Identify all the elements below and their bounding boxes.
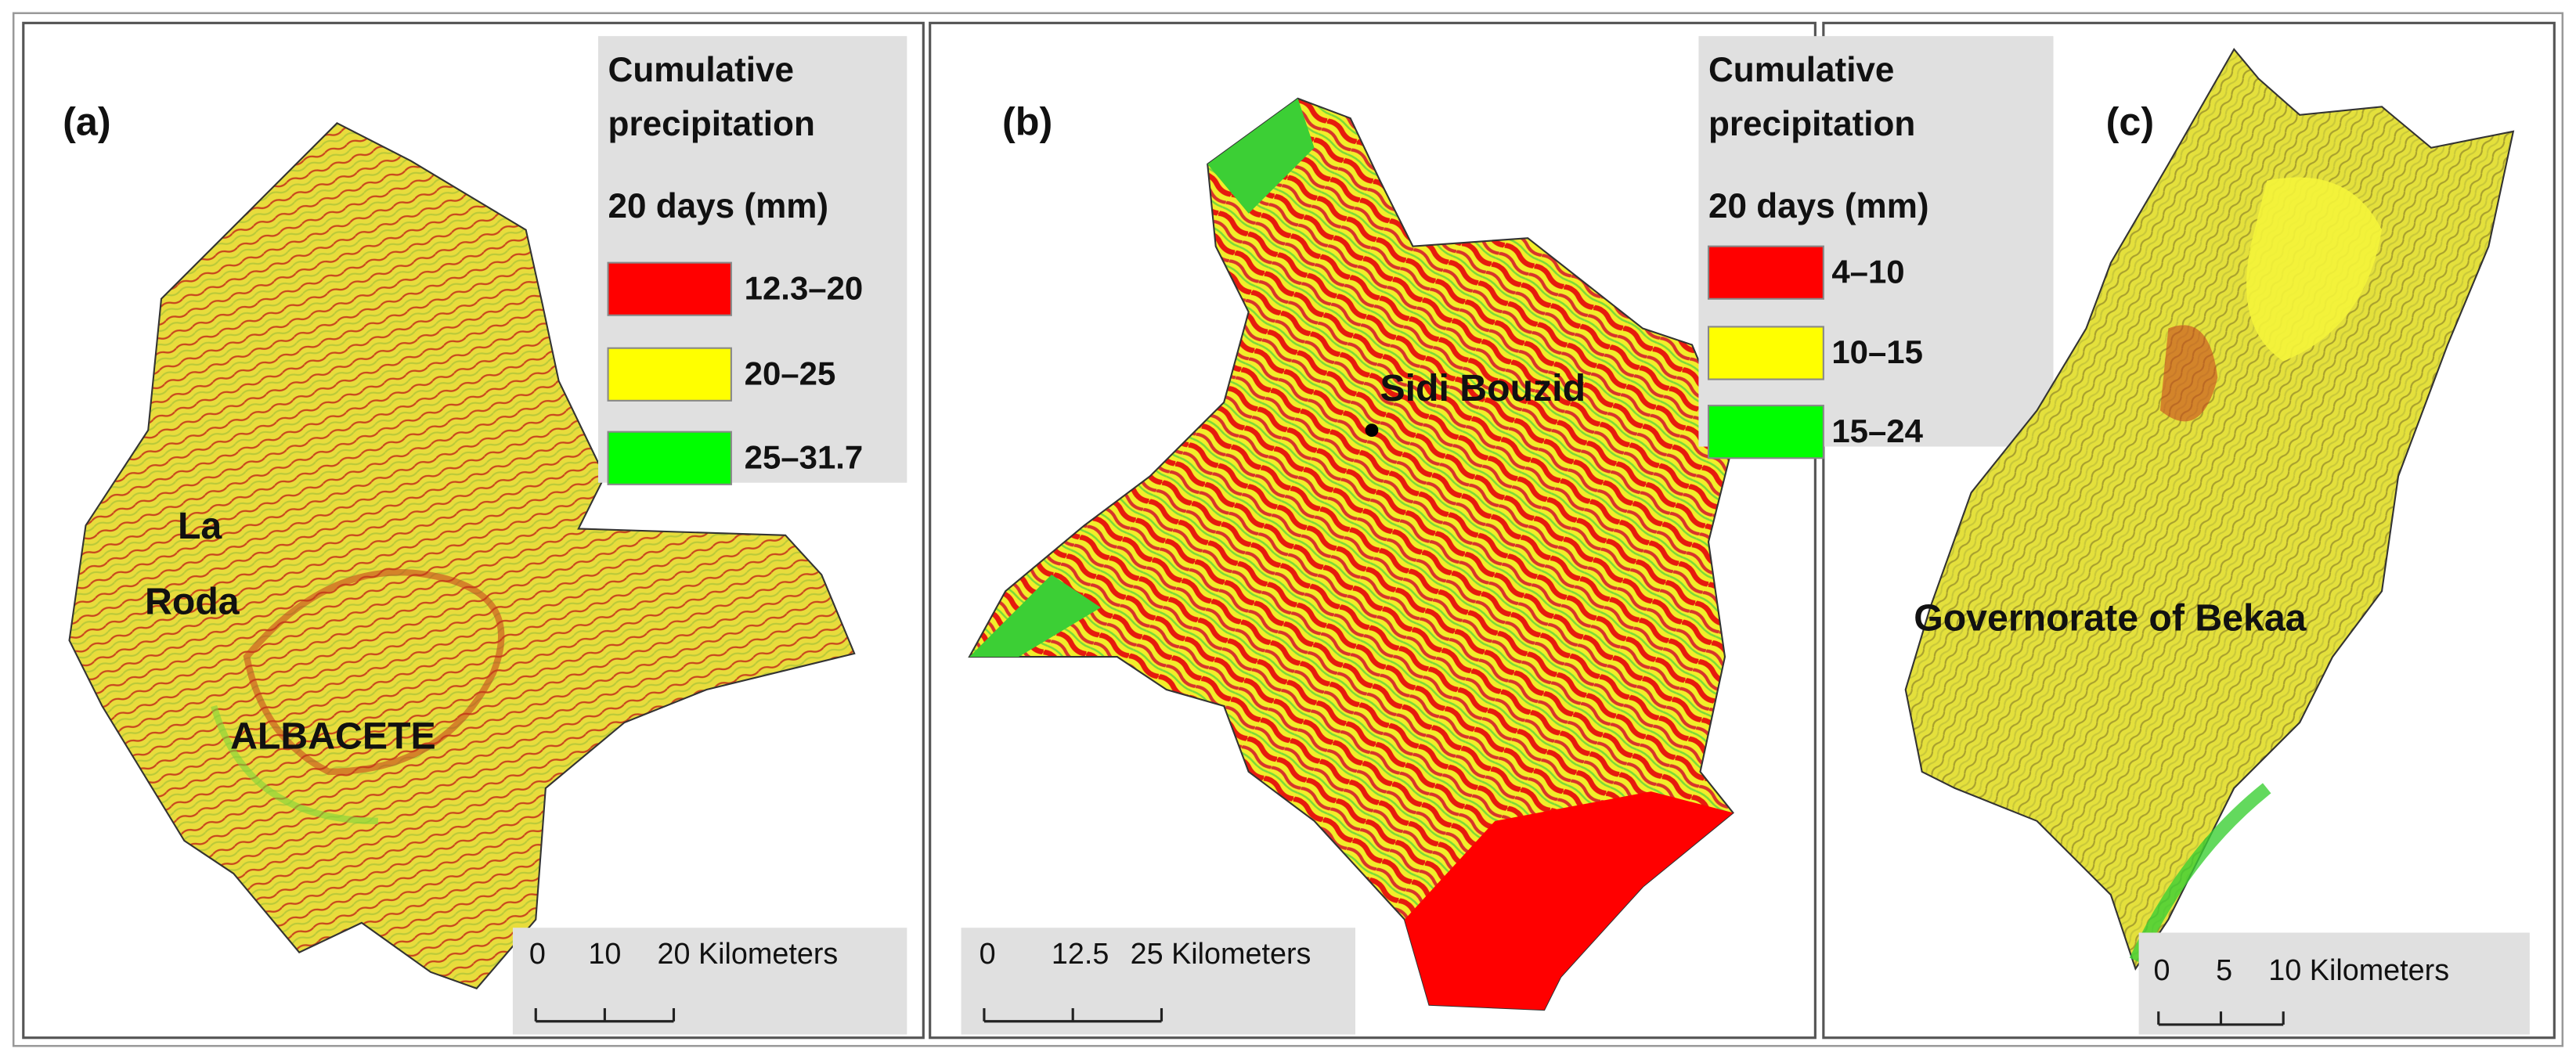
panel-frame: [929, 21, 1817, 1040]
scale-label: 5: [2216, 953, 2232, 986]
place-name: Sidi Bouzid: [1380, 367, 1586, 409]
legend-swatch: [607, 431, 732, 485]
scale-label: 20 Kilometers: [657, 937, 838, 970]
region-map: [68, 122, 856, 990]
map-texture: [243, 569, 505, 776]
legend-title: precipitation: [608, 105, 815, 143]
scale-box: [2138, 932, 2530, 1035]
legend-swatch: [607, 347, 732, 402]
legend-title: Cumulative: [608, 51, 794, 89]
scale-label: 0: [529, 937, 546, 970]
legend-label: 12.3–20: [745, 269, 864, 306]
legend-title: precipitation: [1708, 105, 1915, 143]
legend-label: 20–25: [745, 355, 836, 391]
legend-swatch: [1707, 326, 1824, 380]
place-name: La: [178, 505, 222, 547]
place-name: Governorate of Bekaa: [1914, 597, 2307, 640]
map-texture: [211, 704, 378, 825]
legend-box: [1698, 36, 2054, 447]
scale-label: 0: [2153, 953, 2170, 986]
panel-label: (c): [2106, 99, 2155, 144]
legend-swatch: [1707, 405, 1824, 459]
panel-label: (a): [63, 99, 111, 144]
scale-label: 0: [980, 937, 996, 970]
legend-label: 10–15: [1831, 333, 1923, 370]
place-name: ALBACETE: [230, 715, 436, 758]
scale-label: 25 Kilometers: [1131, 937, 1311, 970]
legend-swatch: [1707, 245, 1824, 300]
legend-title: Cumulative: [1708, 51, 1894, 89]
place-name: Roda: [145, 581, 240, 623]
scale-label: 12.5: [1052, 937, 1109, 970]
panel-frame: [22, 21, 925, 1040]
scale-label: 10 Kilometers: [2268, 953, 2449, 986]
legend-label: 4–10: [1831, 253, 1904, 290]
panel-frame: [1822, 21, 2556, 1040]
legend-label: 25–31.7: [745, 438, 864, 475]
scale-box: [512, 928, 907, 1035]
scale-box: [961, 928, 1356, 1035]
legend-swatch: [607, 261, 732, 316]
legend-title: 20 days (mm): [1708, 187, 1929, 225]
map-texture: [2246, 177, 2383, 362]
legend-box: [597, 36, 907, 483]
legend-title: 20 days (mm): [608, 187, 829, 225]
map-texture: [969, 98, 1315, 658]
scale-label: 10: [588, 937, 621, 970]
map-texture: [2159, 325, 2218, 422]
panel-label: (b): [1002, 99, 1052, 144]
legend-label: 15–24: [1831, 413, 1923, 449]
map-texture: [1404, 791, 1734, 1011]
place-marker: [1365, 423, 1379, 437]
